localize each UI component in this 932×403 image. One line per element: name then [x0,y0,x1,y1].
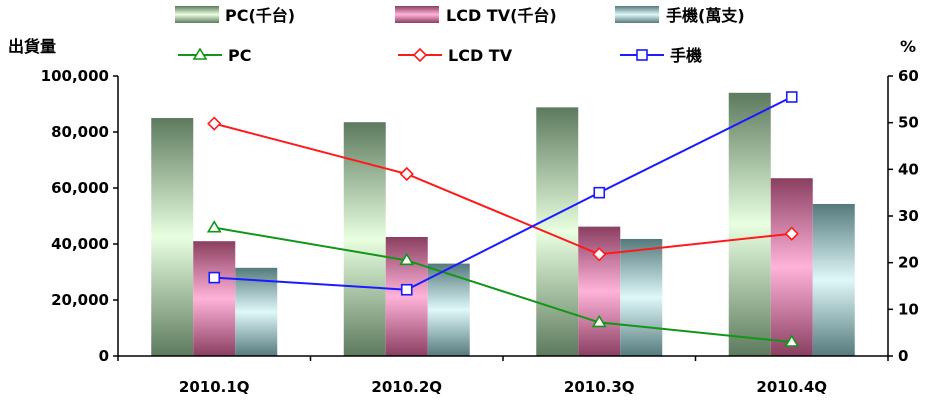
left-axis-title: 出貨量 [8,37,56,56]
left-tick-label: 40,000 [51,235,109,253]
marker-lcd-tv-3 [784,226,799,241]
marker-pc-2 [591,314,607,328]
line-lcd-tv [213,122,792,256]
left-tick-label: 20,000 [51,291,109,309]
lines-layer [206,91,800,347]
axes-layer: 0 20,000 40,000 60,000 80,000 100,000 0 10 20 30 4… [41,67,919,396]
marker-phone-3 [785,91,798,103]
right-tick-label: 30 [898,207,919,225]
legend-label-phone-bar: 手機(萬支) [666,6,745,25]
marker-phone-1 [400,283,413,296]
bar-phone-2 [620,238,663,356]
right-tick-label: 10 [898,300,919,318]
legend-label-pc-bar: PC(千台) [225,6,295,25]
right-tick-label: 40 [898,160,919,178]
legend: PC(千台) LCD TV(千台) 手機(萬支) PC LCD TV 手機 [175,6,745,65]
bar-pc-0 [151,118,194,356]
legend-swatch-lcd-bar [395,6,439,23]
legend-label-lcd-line: LCD TV [448,46,513,65]
marker-lcd-tv-1 [399,166,414,182]
line-phone [214,96,793,291]
marker-phone-0 [208,271,221,284]
marker-pc-1 [399,252,415,266]
legend-label-pc-line: PC [228,46,251,65]
legend-item-phone-line: 手機 [620,46,702,65]
right-tick-label: 20 [898,254,919,272]
legend-label-phone-line: 手機 [670,46,702,65]
right-tick-label: 50 [898,114,919,132]
legend-swatch-phone-bar [615,6,659,23]
right-axis-title: % [900,37,916,56]
right-tick-label: 0 [898,347,908,365]
marker-lcd-tv-2 [592,247,607,262]
legend-swatch-pc-bar [175,6,219,23]
marker-pc-0 [206,220,222,233]
x-category-label: 2010.1Q [179,378,250,396]
x-category-label: 2010.4Q [756,378,827,396]
legend-item-lcd-bar: LCD TV(千台) [395,6,557,25]
bar-lcd-tv-0 [193,241,236,356]
marker-lcd-tv-0 [207,116,222,131]
left-tick-label: 80,000 [51,123,109,141]
left-tick-label: 60,000 [51,179,109,197]
legend-marker-phone-square [636,49,648,61]
bar-lcd-tv-3 [770,178,813,356]
x-category-label: 2010.2Q [371,378,442,396]
bar-pc-3 [728,92,771,357]
legend-item-pc-bar: PC(千台) [175,6,295,25]
bar-phone-0 [235,267,278,356]
legend-marker-lcd-diamond [412,47,428,63]
marker-pc-3 [784,334,800,347]
legend-item-pc-line: PC [178,46,251,65]
bars-layer [151,92,855,357]
legend-marker-pc-triangle [192,47,208,60]
legend-item-phone-bar: 手機(萬支) [615,6,745,25]
bar-phone-1 [427,263,470,356]
marker-phone-2 [593,186,606,199]
legend-label-lcd-bar: LCD TV(千台) [446,6,557,25]
left-tick-label: 0 [99,347,109,365]
bar-lcd-tv-2 [578,226,621,356]
legend-item-lcd-line: LCD TV [398,46,513,65]
right-tick-label: 60 [898,67,919,85]
left-tick-label: 100,000 [41,67,109,85]
line-pc [214,226,792,343]
bar-phone-3 [812,203,855,356]
bar-pc-1 [343,122,386,356]
x-category-label: 2010.3Q [564,378,635,396]
